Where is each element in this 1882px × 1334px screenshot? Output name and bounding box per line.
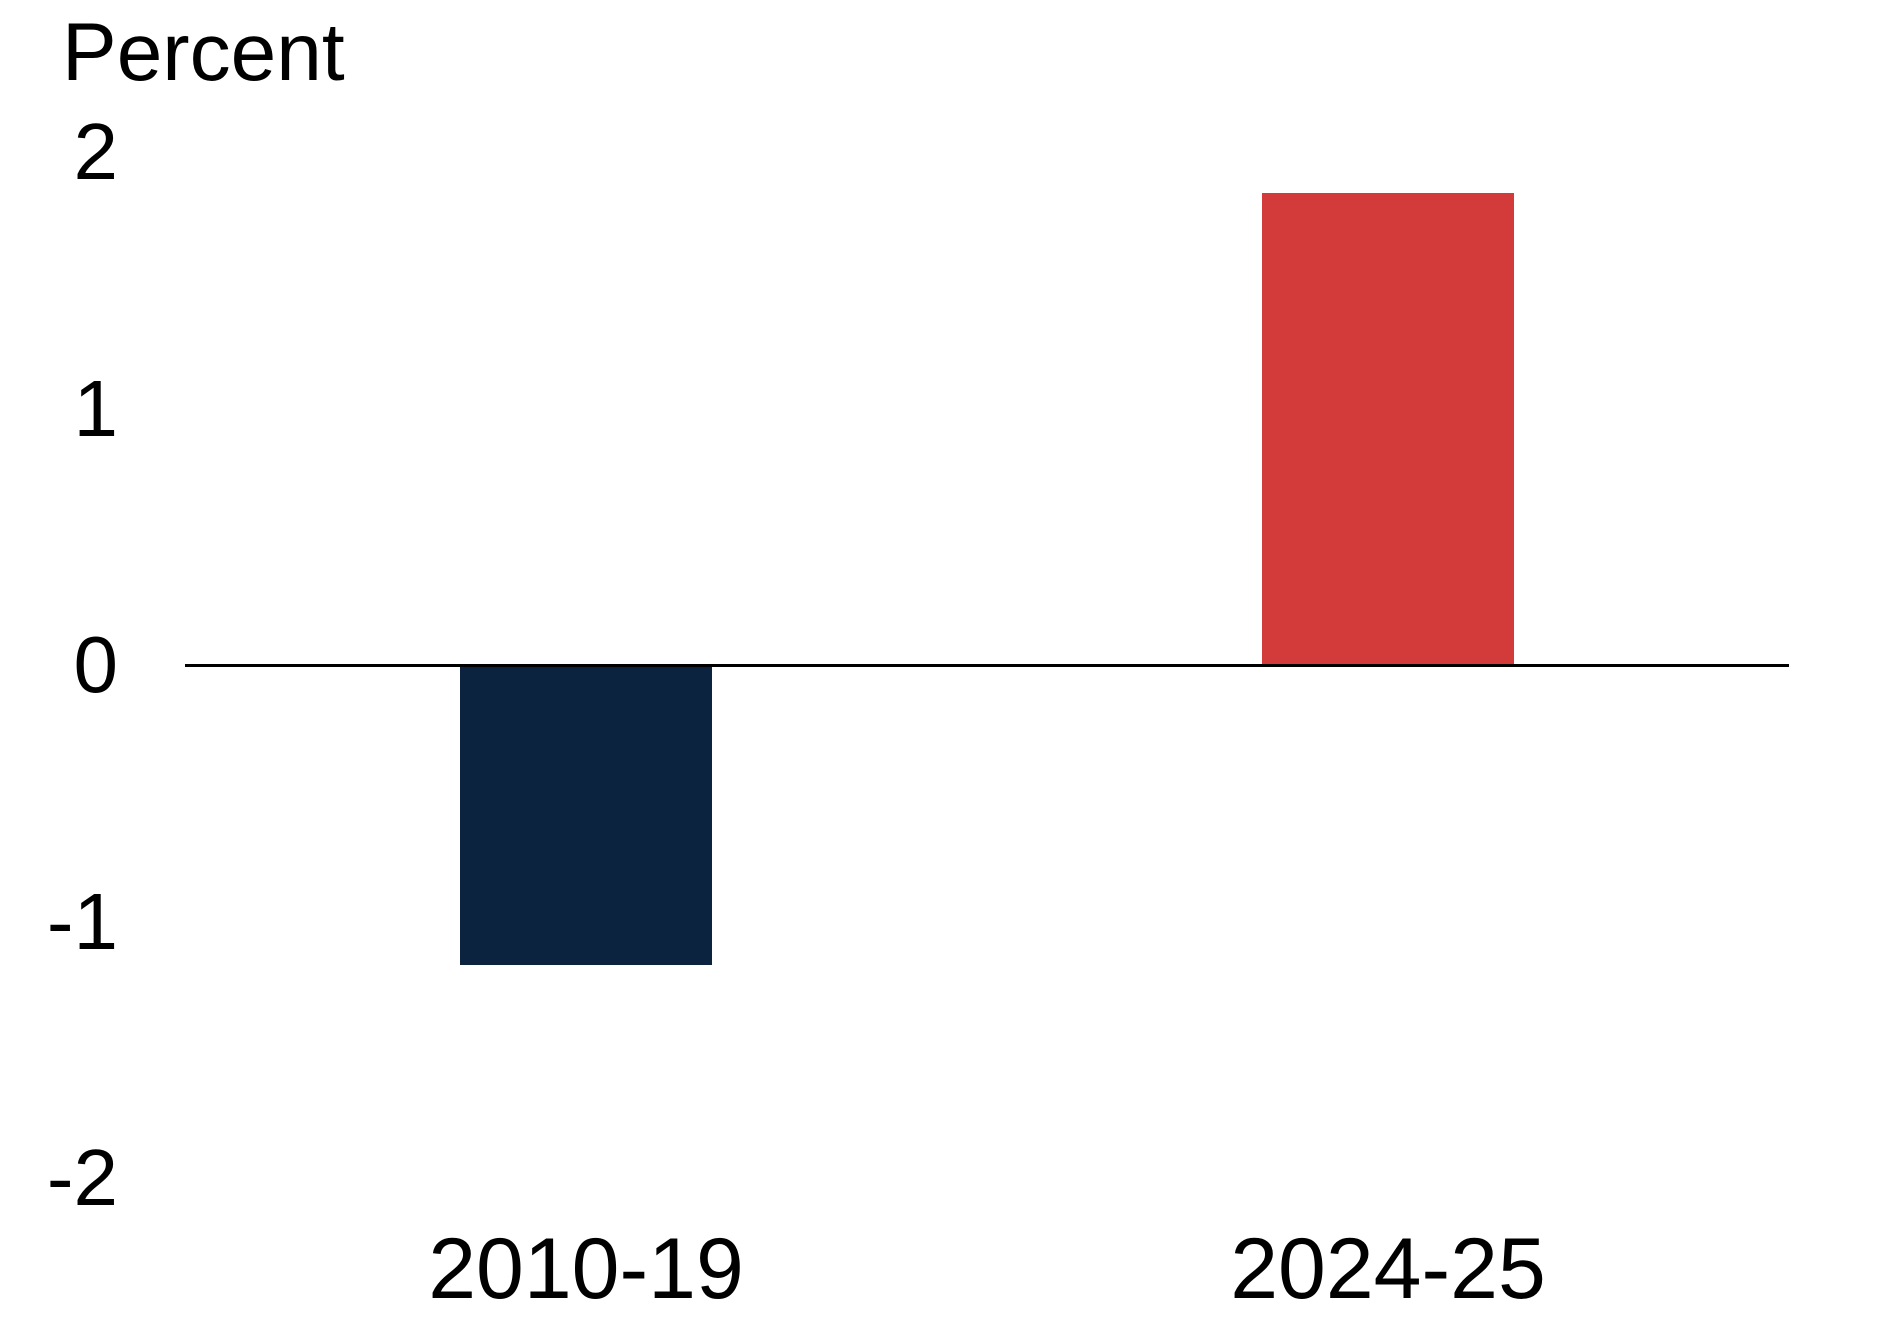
y-tick-label-0: 0 — [73, 620, 119, 709]
y-tick-label--2: -2 — [46, 1133, 118, 1222]
y-axis-title: Percent — [62, 7, 345, 98]
y-tick-label-2: 2 — [73, 107, 119, 196]
zero-axis-line — [185, 664, 1789, 667]
x-axis-label-2024-25: 2024-25 — [1230, 1221, 1546, 1317]
bar-2010-19 — [460, 665, 712, 966]
x-axis-label-2010-19: 2010-19 — [428, 1221, 744, 1317]
y-tick-label--1: -1 — [46, 876, 118, 966]
bar-2024-25 — [1262, 193, 1514, 665]
y-tick-label-1: 1 — [73, 363, 119, 453]
